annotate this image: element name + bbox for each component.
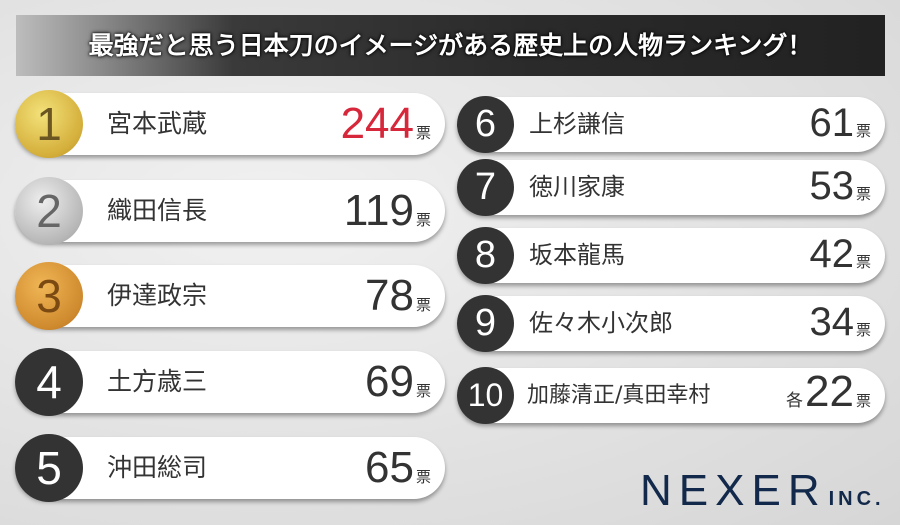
vote-unit: 票 — [855, 392, 871, 410]
ranking-row: 9 佐々木小次郎 34 票 — [457, 295, 885, 352]
vote-unit: 票 — [415, 382, 431, 400]
rank-badge: 10 — [457, 367, 514, 424]
logo-suffix: INC. — [828, 488, 885, 510]
vote-count: 53 票 — [809, 164, 871, 209]
person-name: 加藤清正/真田幸村 — [527, 383, 711, 408]
rank-badge: 3 — [15, 262, 83, 330]
person-name: 伊達政宗 — [107, 281, 208, 310]
vote-unit: 票 — [415, 468, 431, 486]
ranking-row: 2 織田信長 119 票 — [15, 177, 445, 245]
vote-count: 69 票 — [365, 357, 431, 407]
ranking-row: 5 沖田総司 65 票 — [15, 434, 445, 502]
each-label: 各 — [786, 391, 804, 411]
vote-number: 78 — [365, 271, 414, 320]
vote-unit: 票 — [415, 124, 431, 142]
rank-badge: 1 — [15, 90, 83, 158]
vote-number: 53 — [809, 164, 854, 208]
person-name: 佐々木小次郎 — [529, 309, 673, 337]
person-name: 沖田総司 — [107, 453, 208, 482]
vote-unit: 票 — [855, 253, 871, 271]
ranking-row: 6 上杉謙信 61 票 — [457, 96, 885, 153]
vote-count: 244 票 — [341, 99, 431, 149]
person-name: 宮本武蔵 — [107, 109, 208, 138]
ranking-row: 8 坂本龍馬 42 票 — [457, 227, 885, 284]
rank-badge: 9 — [457, 295, 514, 352]
ranking-row: 3 伊達政宗 78 票 — [15, 262, 445, 330]
rank-badge: 7 — [457, 159, 514, 216]
vote-number: 42 — [809, 232, 854, 276]
vote-count: 65 票 — [365, 443, 431, 493]
vote-unit: 票 — [855, 122, 871, 140]
ranking-row: 10 加藤清正/真田幸村 各22 票 — [457, 367, 885, 424]
chart-title: 最強だと思う日本刀のイメージがある歴史上の人物ランキング！ — [16, 15, 885, 76]
person-name: 上杉謙信 — [529, 110, 625, 138]
person-name: 坂本龍馬 — [529, 241, 625, 269]
vote-number: 61 — [809, 101, 854, 145]
rank-badge: 2 — [15, 177, 83, 245]
vote-unit: 票 — [415, 211, 431, 229]
vote-count: 119 票 — [344, 186, 431, 236]
rank-badge: 4 — [15, 348, 83, 416]
person-name: 土方歳三 — [107, 367, 208, 396]
vote-number: 34 — [809, 300, 854, 344]
logo-main: NEXER — [640, 466, 827, 515]
vote-unit: 票 — [855, 321, 871, 339]
rank-badge: 8 — [457, 227, 514, 284]
ranking-row: 1 宮本武蔵 244 票 — [15, 90, 445, 158]
ranking-row: 4 土方歳三 69 票 — [15, 348, 445, 416]
vote-count: 34 票 — [809, 300, 871, 345]
person-name: 徳川家康 — [529, 173, 625, 201]
vote-count: 61 票 — [809, 101, 871, 146]
vote-count: 各22 票 — [786, 367, 871, 417]
ranking-row: 7 徳川家康 53 票 — [457, 159, 885, 216]
rank-badge: 5 — [15, 434, 83, 502]
nexer-logo: NEXER INC. — [640, 466, 885, 516]
person-name: 織田信長 — [107, 196, 208, 225]
vote-number: 65 — [365, 443, 414, 492]
vote-count: 42 票 — [809, 232, 871, 277]
vote-count: 78 票 — [365, 271, 431, 321]
vote-number: 22 — [805, 367, 854, 416]
vote-number: 119 — [343, 186, 414, 235]
vote-number: 244 — [340, 99, 414, 148]
rank-badge: 6 — [457, 96, 514, 153]
vote-unit: 票 — [415, 296, 431, 314]
vote-unit: 票 — [855, 185, 871, 203]
vote-number: 69 — [365, 357, 414, 406]
